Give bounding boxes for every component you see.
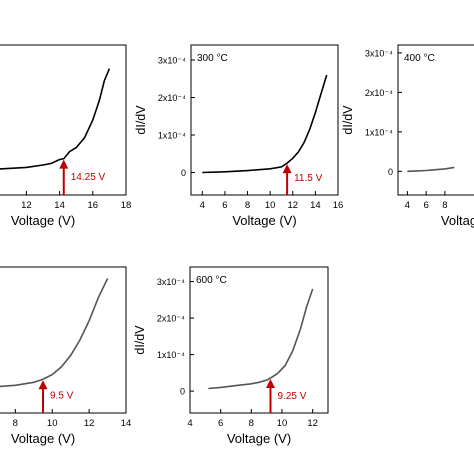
x-tick-label: 4 xyxy=(405,200,410,211)
y-tick-label: 3x10⁻⁴ xyxy=(365,48,393,58)
x-tick-label: 8 xyxy=(249,418,254,429)
panel-temperature-label: 300 °C xyxy=(197,53,228,64)
x-tick-label: 12 xyxy=(307,418,318,429)
series-line-1 xyxy=(208,288,314,390)
y-tick-label: 2x10⁻⁴ xyxy=(157,314,185,324)
panel-temperature-label: 600 °C xyxy=(196,275,227,286)
plot-frame xyxy=(190,44,339,196)
x-tick-label: 14 xyxy=(121,418,132,429)
x-tick-label: 16 xyxy=(333,200,344,211)
y-tick-label: 1x10⁻⁴ xyxy=(157,350,185,360)
x-axis-label: Voltage (V) xyxy=(232,213,296,228)
plot-frame xyxy=(0,44,127,196)
y-tick-label: 3x10⁻⁴ xyxy=(157,277,185,287)
x-tick-label: 10 xyxy=(47,418,58,429)
x-axis-label: Voltage (V) xyxy=(11,431,75,446)
onset-voltage-label: 14.25 V xyxy=(71,172,106,183)
series-line-1 xyxy=(407,166,455,173)
plot-frame xyxy=(189,266,329,414)
chart-panel-3: 4 6 8 0 1x10⁻⁴ 2x10⁻⁴ 3x10⁻⁴ Voltag dI/dV 400 °C xyxy=(341,44,474,228)
plot-frame xyxy=(397,44,474,196)
x-tick-label: 8 xyxy=(13,418,18,429)
y-tick-label: 0 xyxy=(181,168,186,178)
y-tick-label: 2x10⁻⁴ xyxy=(158,93,186,103)
y-tick-label: 1x10⁻⁴ xyxy=(365,127,393,137)
series-line-1 xyxy=(0,278,109,388)
x-tick-label: 8 xyxy=(245,200,250,211)
onset-arrow-head xyxy=(59,159,69,169)
series-line-1 xyxy=(202,74,328,174)
x-tick-label: 4 xyxy=(200,200,205,211)
x-tick-label: 12 xyxy=(84,418,95,429)
chart-panel-2: 4 6 8 10 12 14 16 0 1x10⁻⁴ 2x10⁻⁴ 3x10⁻⁴ Voltage (V… xyxy=(134,44,344,228)
series-line-1 xyxy=(0,68,111,170)
onset-voltage-label: 11.5 V xyxy=(294,173,322,184)
onset-arrow-head xyxy=(266,378,275,388)
y-tick-label: 3x10⁻⁴ xyxy=(158,56,186,66)
x-tick-label: 6 xyxy=(218,418,223,429)
x-tick-label: 14 xyxy=(310,200,321,211)
chart-panel-4: 68101214Voltage (V)°C9.5 V xyxy=(0,266,132,446)
x-tick-label: 6 xyxy=(424,200,429,211)
x-tick-label: 6 xyxy=(222,200,227,211)
onset-arrow-head xyxy=(282,164,292,174)
x-axis-label: Voltage (V) xyxy=(227,431,291,446)
x-tick-label: 4 xyxy=(187,418,192,429)
y-axis-label: dI/dV xyxy=(134,105,148,135)
x-tick-label: 14 xyxy=(54,200,65,211)
x-tick-label: 8 xyxy=(442,200,447,211)
y-tick-label: 0 xyxy=(180,387,185,397)
x-tick-label: 18 xyxy=(121,200,132,211)
y-axis-label: dI/dV xyxy=(341,105,355,135)
x-tick-label: 10 xyxy=(277,418,288,429)
onset-arrow-head xyxy=(38,380,48,390)
onset-voltage-label: 9.5 V xyxy=(50,390,74,401)
y-tick-label: 0 xyxy=(388,167,393,177)
x-tick-label: 16 xyxy=(88,200,99,211)
y-tick-label: 2x10⁻⁴ xyxy=(365,88,393,98)
panel-temperature-label: 400 °C xyxy=(404,53,435,64)
x-tick-label: 12 xyxy=(21,200,32,211)
x-axis-label: Voltag xyxy=(441,213,474,228)
x-tick-label: 12 xyxy=(287,200,298,211)
y-axis-label: dI/dV xyxy=(133,325,147,355)
chart-panel-1: 81012141618Voltage (V)°C14.25 V xyxy=(0,44,132,228)
x-tick-label: 10 xyxy=(265,200,276,211)
onset-voltage-label: 9.25 V xyxy=(278,391,307,402)
x-axis-label: Voltage (V) xyxy=(11,213,75,228)
chart-panel-5: 4 6 8 10 12 0 1x10⁻⁴ 2x10⁻⁴ 3x10⁻⁴ Voltage (V) dI/… xyxy=(133,266,329,446)
y-tick-label: 1x10⁻⁴ xyxy=(158,131,186,141)
